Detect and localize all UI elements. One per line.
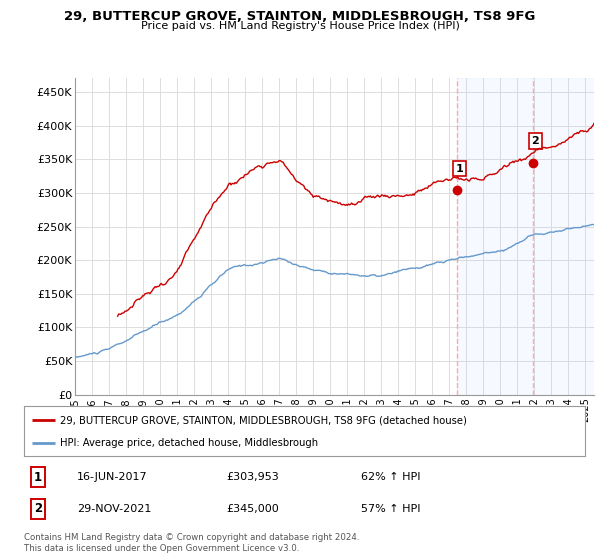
Text: £345,000: £345,000 — [226, 503, 279, 514]
Text: 29, BUTTERCUP GROVE, STAINTON, MIDDLESBROUGH, TS8 9FG (detached house): 29, BUTTERCUP GROVE, STAINTON, MIDDLESBR… — [61, 415, 467, 425]
Bar — [457, 78, 594, 395]
Text: Contains HM Land Registry data © Crown copyright and database right 2024.
This d: Contains HM Land Registry data © Crown c… — [24, 533, 359, 553]
Text: £303,953: £303,953 — [226, 472, 279, 482]
Text: 2: 2 — [532, 136, 539, 146]
Text: 29-NOV-2021: 29-NOV-2021 — [77, 503, 152, 514]
Text: 57% ↑ HPI: 57% ↑ HPI — [361, 503, 420, 514]
Text: Price paid vs. HM Land Registry's House Price Index (HPI): Price paid vs. HM Land Registry's House … — [140, 21, 460, 31]
Text: HPI: Average price, detached house, Middlesbrough: HPI: Average price, detached house, Midd… — [61, 438, 319, 448]
Text: 1: 1 — [34, 471, 42, 484]
Text: 62% ↑ HPI: 62% ↑ HPI — [361, 472, 420, 482]
Text: 16-JUN-2017: 16-JUN-2017 — [77, 472, 148, 482]
Text: 1: 1 — [456, 164, 464, 174]
Text: 2: 2 — [34, 502, 42, 515]
Text: 29, BUTTERCUP GROVE, STAINTON, MIDDLESBROUGH, TS8 9FG: 29, BUTTERCUP GROVE, STAINTON, MIDDLESBR… — [64, 10, 536, 22]
